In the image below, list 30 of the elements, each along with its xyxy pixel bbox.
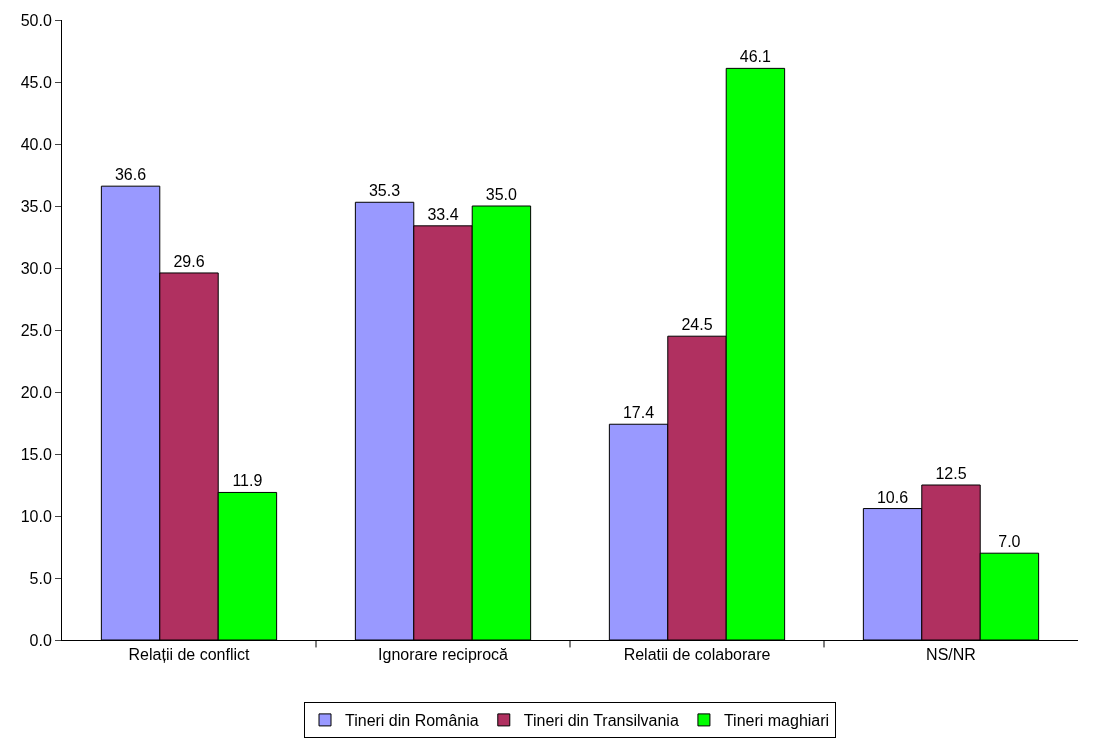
y-tick-label: 30.0 bbox=[20, 259, 52, 277]
data-label: 11.9 bbox=[232, 472, 263, 490]
x-tick-label: NS/NR bbox=[926, 646, 976, 664]
y-tick-label: 50.0 bbox=[20, 11, 52, 29]
data-label: 46.1 bbox=[739, 48, 772, 66]
data-label: 7.0 bbox=[998, 533, 1021, 551]
y-tick-label: 40.0 bbox=[20, 135, 52, 153]
data-label: 10.6 bbox=[876, 488, 909, 506]
legend-label: Tineri din România bbox=[345, 712, 479, 730]
y-tick-label: 5.0 bbox=[29, 569, 52, 587]
y-tick-label: 10.0 bbox=[20, 507, 52, 525]
data-label: 35.3 bbox=[368, 182, 401, 200]
x-tick-label: Relatii de colaborare bbox=[623, 646, 771, 664]
x-tick-label: Relații de conflict bbox=[128, 646, 251, 664]
data-label: 36.6 bbox=[114, 166, 147, 184]
data-label: 12.5 bbox=[935, 465, 967, 482]
y-tick-label: 0.0 bbox=[29, 631, 52, 649]
legend-label: Tineri din Transilvania bbox=[523, 712, 679, 730]
y-tick-label: 45.0 bbox=[20, 73, 52, 91]
x-tick-label: Ignorare reciprocă bbox=[378, 646, 509, 664]
y-tick-label: 20.0 bbox=[20, 383, 52, 401]
data-label: 33.4 bbox=[427, 205, 459, 223]
data-label: 17.4 bbox=[622, 404, 655, 422]
data-label: 24.5 bbox=[681, 316, 713, 334]
data-label: 35.0 bbox=[485, 186, 518, 203]
legend-label: Tineri maghiari bbox=[723, 712, 830, 730]
y-tick-label: 25.0 bbox=[20, 321, 52, 339]
data-label: 29.6 bbox=[173, 252, 205, 270]
y-tick-label: 15.0 bbox=[20, 445, 52, 463]
y-tick-label: 35.0 bbox=[20, 197, 52, 215]
